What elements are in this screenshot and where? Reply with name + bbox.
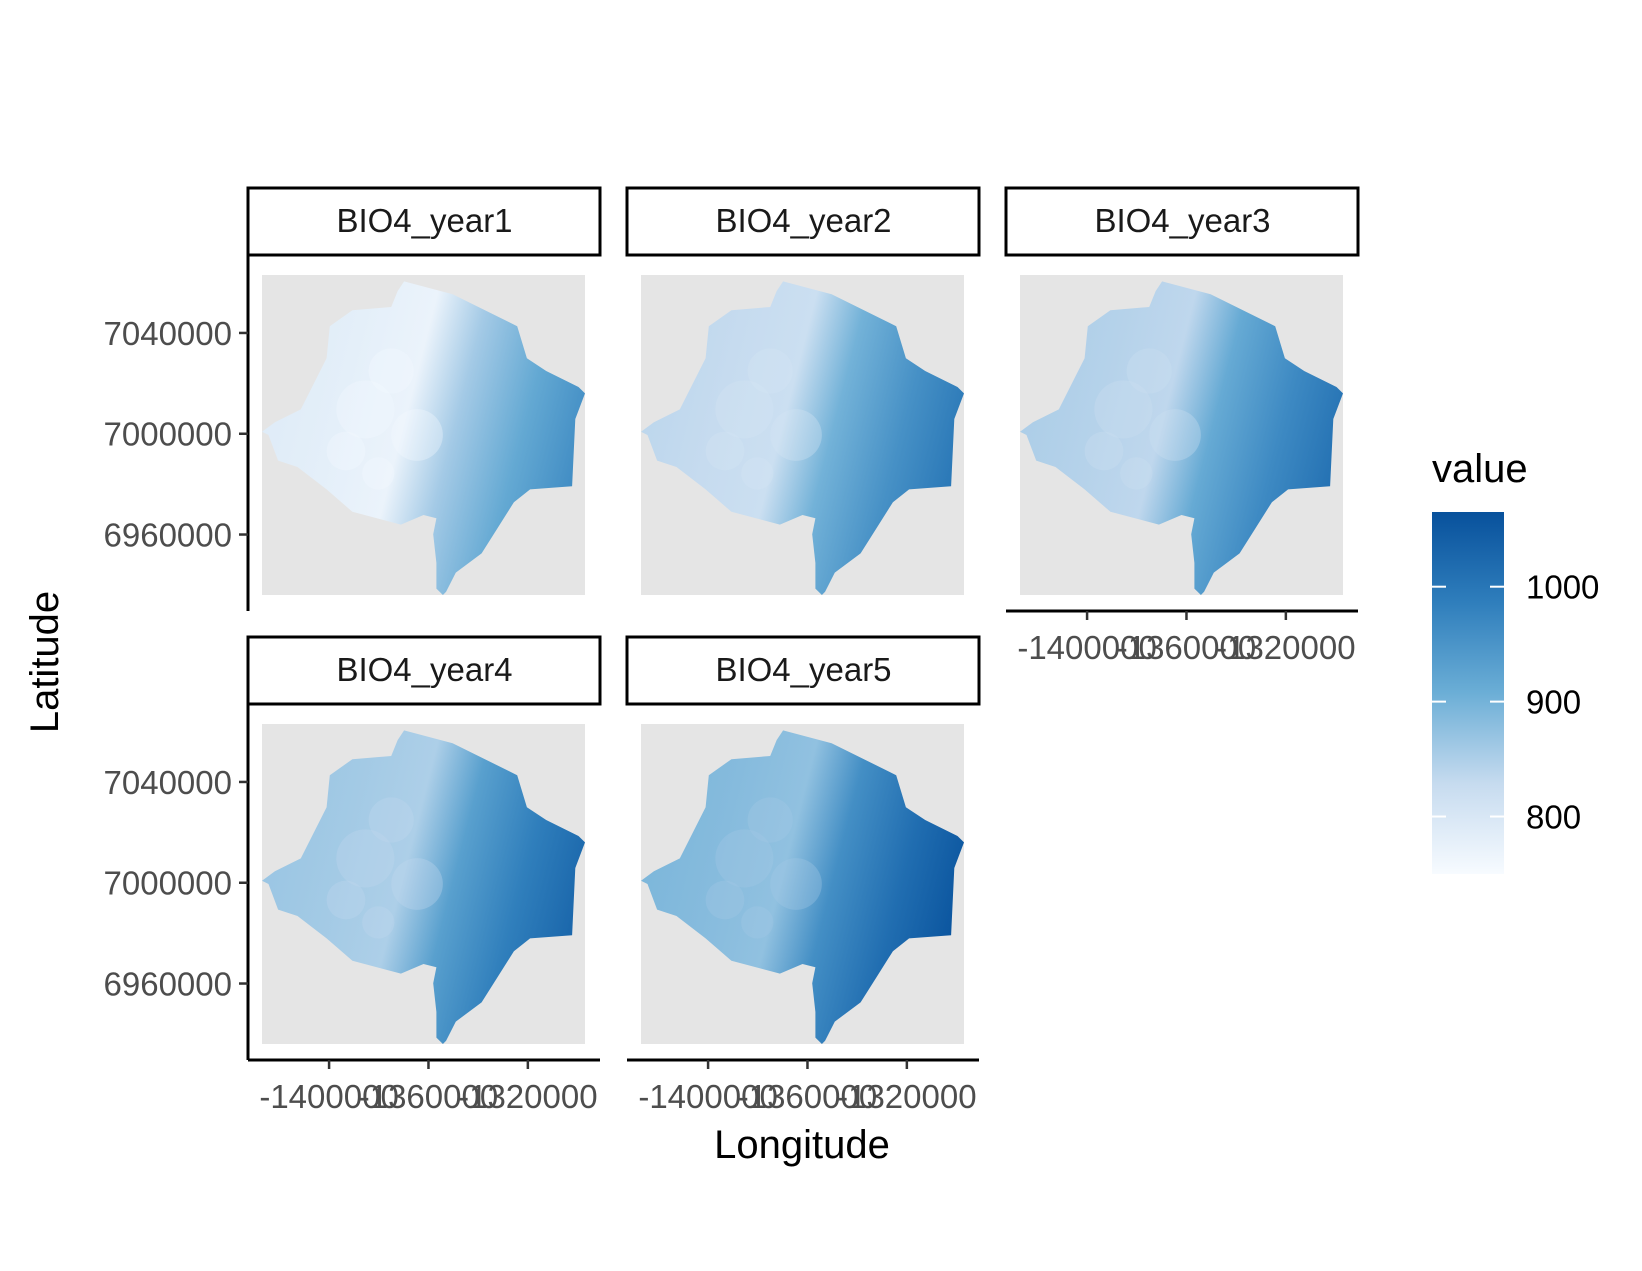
y-axis-title: Latitude: [23, 591, 67, 733]
raster-region: [641, 281, 964, 595]
raster-texture: [715, 380, 774, 439]
raster-region: [262, 281, 585, 595]
x-tick-label: -1320000: [837, 1078, 976, 1115]
facet-strip: [246, 635, 602, 706]
legend: value 1000 900 800: [1432, 447, 1599, 874]
legend-label: 800: [1526, 799, 1581, 836]
x-tick-label: -1360000: [1117, 629, 1256, 666]
y-tick-label: 6960000: [104, 517, 232, 554]
legend-label: 900: [1526, 684, 1581, 721]
legend-colorbar: [1432, 512, 1504, 874]
y-tick-label: 7040000: [104, 764, 232, 801]
raster-texture: [705, 880, 745, 920]
facet-strip: [246, 186, 602, 257]
raster-texture: [1149, 409, 1201, 461]
facet-panel: BIO4_year3: [1004, 186, 1360, 595]
raster-texture: [336, 829, 395, 888]
raster-texture: [1120, 457, 1153, 490]
facet-strip-label: BIO4_year1: [336, 202, 512, 239]
raster-texture: [368, 348, 414, 394]
facet-panel: BIO4_year2: [625, 186, 981, 595]
x-tick-label: -1320000: [458, 1078, 597, 1115]
facet-strip-label: BIO4_year5: [715, 651, 891, 688]
facet-strip: [625, 635, 981, 706]
facet-panel: BIO4_year4: [246, 635, 602, 1044]
y-tick-label: 6960000: [104, 966, 232, 1003]
axes: 7040000 7000000 6960000 7040000 7000000 69600…: [104, 255, 1358, 1115]
raster-texture: [770, 409, 822, 461]
y-tick-label: 7000000: [104, 416, 232, 453]
facet-panel: BIO4_year1: [246, 186, 602, 595]
legend-label: 1000: [1526, 569, 1599, 606]
x-tick-label: -1360000: [359, 1078, 498, 1115]
facet-panels: BIO4_year1 BIO4_year2 BIO4_year3 BIO4_year4…: [246, 186, 1360, 1044]
y-tick-label: 7000000: [104, 865, 232, 902]
x-tick-label: -1400000: [638, 1078, 777, 1115]
raster-texture: [336, 380, 395, 439]
raster-texture: [1084, 431, 1124, 471]
x-tick-label: -1320000: [1216, 629, 1355, 666]
raster-texture: [747, 348, 793, 394]
facet-panel: BIO4_year5: [625, 635, 981, 1044]
facet-strip: [1004, 186, 1360, 257]
y-tick-label: 7040000: [104, 315, 232, 352]
raster-texture: [391, 409, 443, 461]
facet-strip-label: BIO4_year3: [1094, 202, 1270, 239]
raster-texture: [362, 457, 395, 490]
raster-texture: [770, 858, 822, 910]
raster-texture: [741, 457, 774, 490]
raster-texture: [326, 431, 366, 471]
raster-texture: [741, 906, 774, 939]
facet-strip-label: BIO4_year2: [715, 202, 891, 239]
raster-region: [1020, 281, 1343, 595]
raster-texture: [1094, 380, 1153, 439]
legend-title: value: [1432, 447, 1528, 491]
legend-ticks: 1000 900 800: [1432, 569, 1599, 836]
raster-texture: [747, 797, 793, 843]
x-tick-label: -1400000: [1017, 629, 1156, 666]
x-tick-label: -1400000: [259, 1078, 398, 1115]
raster-region: [641, 730, 964, 1044]
x-tick-label: -1360000: [738, 1078, 877, 1115]
x-axis-title: Longitude: [714, 1123, 890, 1167]
facet-strip-label: BIO4_year4: [336, 651, 512, 688]
raster-texture: [362, 906, 395, 939]
raster-texture: [705, 431, 745, 471]
raster-texture: [326, 880, 366, 920]
raster-region: [262, 730, 585, 1044]
facet-strip: [625, 186, 981, 257]
raster-texture: [391, 858, 443, 910]
raster-texture: [368, 797, 414, 843]
raster-texture: [1126, 348, 1172, 394]
raster-texture: [715, 829, 774, 888]
